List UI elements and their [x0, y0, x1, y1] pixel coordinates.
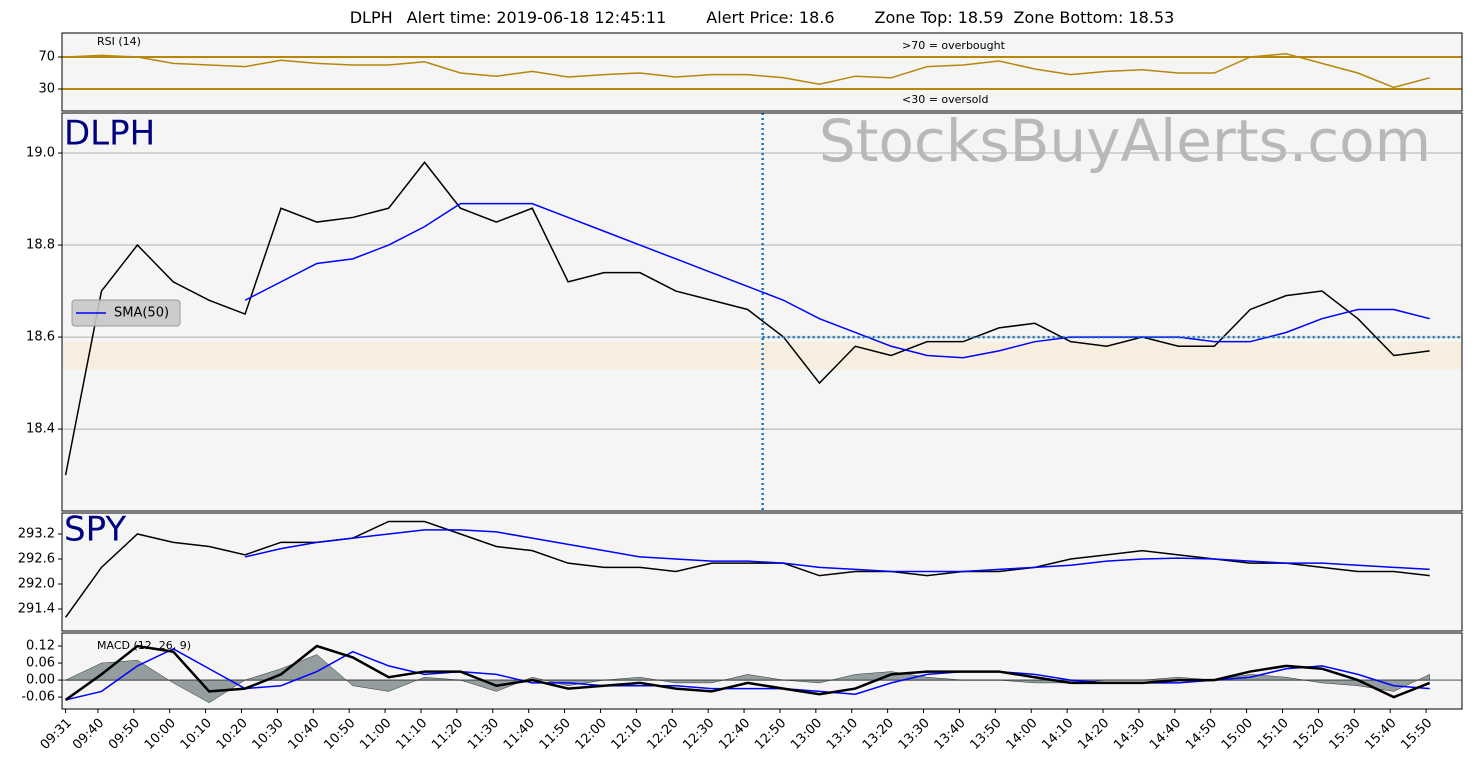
- value: 18.6: [799, 8, 835, 27]
- panel-frame: [61, 512, 1463, 632]
- series-line: [64, 161, 1430, 476]
- x-tick-label: 14:10: [1039, 716, 1076, 753]
- x-tick-label: 12:50: [752, 716, 789, 753]
- y-tick-label: 70: [38, 50, 55, 65]
- label: Zone Bottom:: [1014, 8, 1124, 27]
- symbol: DLPH: [350, 8, 393, 27]
- y-tick-label: 18.8: [26, 238, 55, 253]
- x-tick-label: 15:40: [1362, 716, 1399, 753]
- y-tick-label: 18.4: [26, 422, 55, 437]
- y-tick-label: 292.6: [18, 552, 55, 567]
- x-tick-label: 12:00: [573, 716, 610, 753]
- panel-label: SPY: [64, 510, 126, 550]
- legend-label: SMA(50): [114, 306, 169, 321]
- y-tick-label: -0.06: [21, 690, 55, 705]
- x-tick-label: 14:30: [1111, 716, 1148, 753]
- x-tick-label: 13:50: [968, 716, 1005, 753]
- y-tick-label: 293.2: [18, 527, 55, 542]
- x-tick-label: 13:30: [896, 716, 933, 753]
- x-tick-label: 13:20: [860, 716, 897, 753]
- y-tick-label: 18.6: [26, 330, 55, 345]
- x-tick-label: 11:50: [537, 716, 574, 753]
- x-tick-label: 13:10: [824, 716, 861, 753]
- legend-box: [71, 299, 181, 327]
- histogram-area: [65, 654, 1430, 704]
- label: Alert Price:: [706, 8, 794, 27]
- x-tick-label: 10:30: [250, 716, 287, 753]
- x-tick-label: 14:20: [1075, 716, 1112, 753]
- y-tick-label: 291.4: [18, 602, 55, 617]
- y-tick-label: 292.0: [18, 577, 55, 592]
- x-tick-label: 11:40: [501, 716, 538, 753]
- panel-label: RSI (14): [97, 35, 141, 48]
- panel-frame: [61, 112, 1463, 512]
- x-tick-label: 13:00: [788, 716, 825, 753]
- series-line: [64, 520, 1430, 618]
- panel-frame: [61, 32, 1463, 112]
- x-tick-label: 14:40: [1147, 716, 1184, 753]
- x-tick-label: 09:50: [106, 716, 143, 753]
- series-line: [244, 202, 1430, 359]
- panel: [62, 513, 1462, 631]
- label: Alert time:: [407, 8, 492, 27]
- panel-frame: [61, 632, 1463, 710]
- x-tick-label: 10:40: [285, 716, 322, 753]
- x-tick-label: 15:10: [1255, 716, 1292, 753]
- x-tick-label: 10:10: [178, 716, 215, 753]
- panel: [62, 33, 1462, 111]
- x-tick-label: 10:00: [142, 716, 179, 753]
- x-tick-label: 11:30: [465, 716, 502, 753]
- y-tick-label: 0.00: [26, 673, 55, 688]
- x-tick-label: 15:30: [1327, 716, 1364, 753]
- zone-band: [62, 341, 1462, 370]
- x-tick-label: 10:50: [321, 716, 358, 753]
- x-tick-label: 15:00: [1219, 716, 1256, 753]
- series-line: [65, 53, 1430, 89]
- x-tick-label: 10:20: [214, 716, 251, 753]
- x-tick-label: 12:20: [644, 716, 681, 753]
- series-line: [244, 529, 1430, 573]
- y-tick-label: 30: [38, 82, 55, 97]
- value: 2019-06-18 12:45:11: [496, 8, 666, 27]
- x-tick-label: 14:50: [1183, 716, 1220, 753]
- x-tick-label: 12:40: [716, 716, 753, 753]
- x-tick-label: 11:20: [429, 716, 466, 753]
- annotation: >70 = overbought: [902, 39, 1006, 52]
- x-tick-label: 13:40: [932, 716, 969, 753]
- y-tick-label: 0.12: [26, 639, 55, 654]
- y-tick-label: 19.0: [26, 146, 55, 161]
- x-tick-label: 12:10: [609, 716, 646, 753]
- x-tick-label: 09:31: [38, 716, 75, 753]
- panel-label: DLPH: [64, 114, 155, 154]
- chart-title: DLPH Alert time: 2019-06-18 12:45:11 Alert …: [350, 8, 1175, 27]
- x-tick-label: 15:50: [1398, 716, 1435, 753]
- y-tick-label: 0.06: [26, 656, 55, 671]
- x-tick-label: 11:10: [393, 716, 430, 753]
- series-line: [64, 644, 1431, 701]
- panel-label: MACD (12, 26, 9): [97, 639, 191, 652]
- value: 18.53: [1128, 8, 1174, 27]
- x-tick-label: 14:00: [1003, 716, 1040, 753]
- watermark: StocksBuyAlerts.com: [819, 107, 1431, 175]
- annotation: <30 = oversold: [902, 93, 988, 106]
- label: Zone Top:: [875, 8, 953, 27]
- x-tick-label: 15:20: [1291, 716, 1328, 753]
- x-tick-label: 09:40: [70, 716, 107, 753]
- x-tick-label: 12:30: [680, 716, 717, 753]
- value: 18.59: [958, 8, 1004, 27]
- legend: SMA(50): [71, 299, 181, 327]
- x-tick-label: 11:00: [357, 716, 394, 753]
